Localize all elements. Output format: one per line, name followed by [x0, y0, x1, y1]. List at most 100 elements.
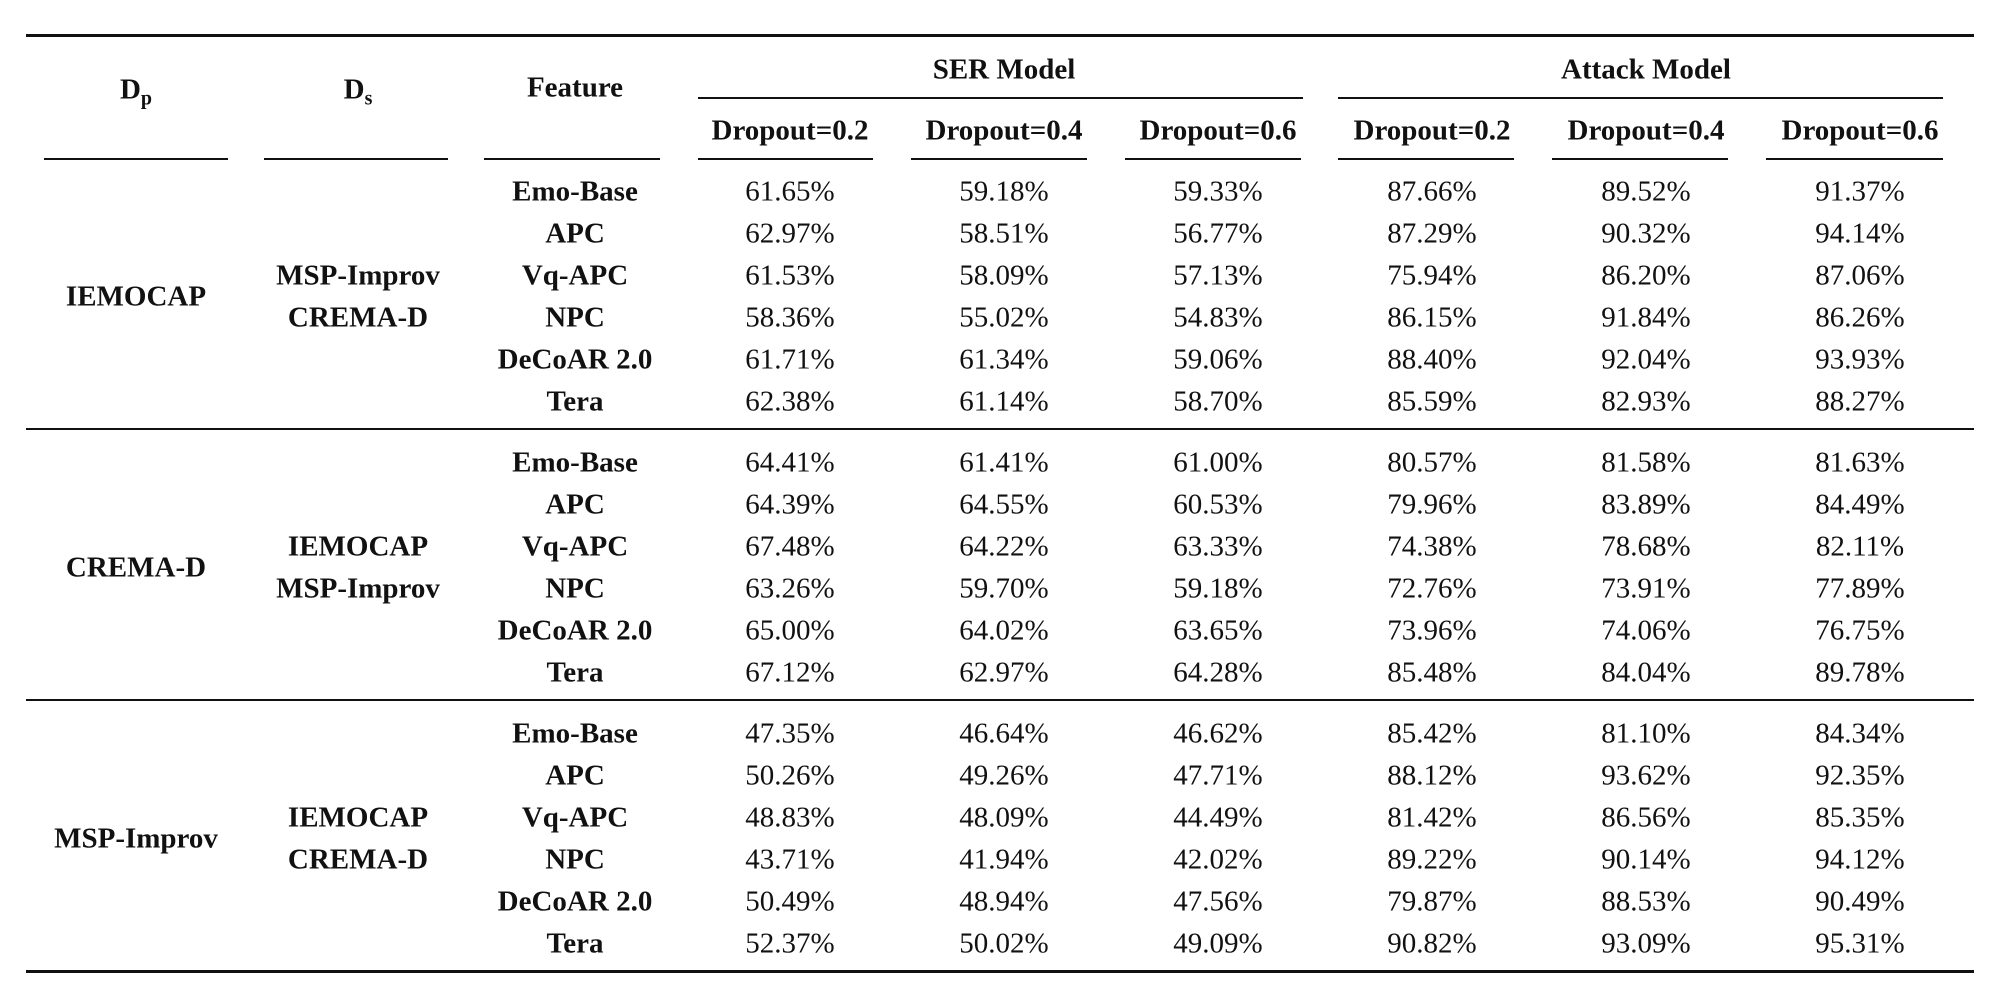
value-cell: 43.71% — [745, 843, 835, 876]
value-cell: 77.89% — [1815, 572, 1905, 605]
feature-cell: Vq-APC — [521, 530, 629, 563]
header-column-rule — [1766, 158, 1943, 160]
header-column-rule — [44, 158, 228, 160]
attack-model-rule — [1338, 97, 1943, 99]
value-cell: 64.39% — [745, 488, 835, 521]
value-cell: 80.57% — [1387, 446, 1477, 479]
feature-cell: DeCoAR 2.0 — [497, 614, 653, 647]
header-column-rule — [698, 158, 873, 160]
value-cell: 89.78% — [1815, 656, 1905, 689]
value-cell: 88.40% — [1387, 343, 1477, 376]
value-cell: 81.58% — [1601, 446, 1691, 479]
column-header-dropout: Dropout=0.2 — [711, 114, 869, 147]
value-cell: 61.53% — [745, 259, 835, 292]
value-cell: 82.93% — [1601, 385, 1691, 418]
row-group-ds: IEMOCAP — [287, 801, 429, 834]
spanner-ser-model: SER Model — [932, 53, 1076, 86]
value-cell: 58.70% — [1173, 385, 1263, 418]
row-group-dp: CREMA-D — [65, 551, 207, 584]
feature-cell: Emo-Base — [512, 175, 638, 208]
row-group-ds: MSP-Improv — [276, 259, 440, 292]
value-cell: 61.65% — [745, 175, 835, 208]
value-cell: 90.32% — [1601, 217, 1691, 250]
group-rule-1 — [26, 428, 1974, 430]
header-column-rule — [1125, 158, 1301, 160]
value-cell: 64.41% — [745, 446, 835, 479]
value-cell: 61.34% — [959, 343, 1049, 376]
feature-cell: Emo-Base — [512, 717, 638, 750]
value-cell: 46.64% — [959, 717, 1049, 750]
value-cell: 50.02% — [959, 927, 1049, 960]
value-cell: 49.09% — [1173, 927, 1263, 960]
value-cell: 48.94% — [959, 885, 1049, 918]
feature-cell: NPC — [545, 843, 605, 876]
value-cell: 62.97% — [745, 217, 835, 250]
value-cell: 55.02% — [959, 301, 1049, 334]
value-cell: 61.00% — [1173, 446, 1263, 479]
value-cell: 64.28% — [1173, 656, 1263, 689]
value-cell: 47.56% — [1173, 885, 1263, 918]
feature-cell: DeCoAR 2.0 — [497, 885, 653, 918]
value-cell: 67.48% — [745, 530, 835, 563]
value-cell: 64.22% — [959, 530, 1049, 563]
value-cell: 83.89% — [1601, 488, 1691, 521]
value-cell: 88.53% — [1601, 885, 1691, 918]
value-cell: 84.34% — [1815, 717, 1905, 750]
value-cell: 47.35% — [745, 717, 835, 750]
row-group-ds: CREMA-D — [287, 301, 429, 334]
value-cell: 93.62% — [1601, 759, 1691, 792]
column-header-dropout: Dropout=0.4 — [925, 114, 1083, 147]
value-cell: 57.13% — [1173, 259, 1263, 292]
value-cell: 49.26% — [959, 759, 1049, 792]
feature-cell: Tera — [546, 927, 604, 960]
top-rule — [26, 34, 1974, 37]
value-cell: 86.20% — [1601, 259, 1691, 292]
value-cell: 90.82% — [1387, 927, 1477, 960]
value-cell: 81.42% — [1387, 801, 1477, 834]
header-column-rule — [484, 158, 660, 160]
feature-cell: NPC — [545, 572, 605, 605]
value-cell: 59.06% — [1173, 343, 1263, 376]
value-cell: 85.42% — [1387, 717, 1477, 750]
value-cell: 41.94% — [959, 843, 1049, 876]
value-cell: 93.09% — [1601, 927, 1691, 960]
value-cell: 61.41% — [959, 446, 1049, 479]
value-cell: 94.12% — [1815, 843, 1905, 876]
value-cell: 85.35% — [1815, 801, 1905, 834]
value-cell: 52.37% — [745, 927, 835, 960]
column-header-dropout: Dropout=0.6 — [1139, 114, 1297, 147]
value-cell: 58.09% — [959, 259, 1049, 292]
value-cell: 86.26% — [1815, 301, 1905, 334]
value-cell: 42.02% — [1173, 843, 1263, 876]
value-cell: 72.76% — [1387, 572, 1477, 605]
value-cell: 74.38% — [1387, 530, 1477, 563]
value-cell: 87.06% — [1815, 259, 1905, 292]
value-cell: 89.52% — [1601, 175, 1691, 208]
value-cell: 95.31% — [1815, 927, 1905, 960]
value-cell: 48.09% — [959, 801, 1049, 834]
value-cell: 60.53% — [1173, 488, 1263, 521]
ser-model-rule — [698, 97, 1303, 99]
value-cell: 59.18% — [1173, 572, 1263, 605]
value-cell: 59.70% — [959, 572, 1049, 605]
value-cell: 50.49% — [745, 885, 835, 918]
row-group-dp: MSP-Improv — [54, 822, 218, 855]
header-column-rule — [264, 158, 448, 160]
value-cell: 58.36% — [745, 301, 835, 334]
column-header-dp: Dp — [119, 73, 153, 110]
feature-cell: NPC — [545, 301, 605, 334]
row-group-ds: CREMA-D — [287, 843, 429, 876]
feature-cell: Emo-Base — [512, 446, 638, 479]
column-header-dropout: Dropout=0.4 — [1567, 114, 1725, 147]
value-cell: 93.93% — [1815, 343, 1905, 376]
feature-cell: APC — [545, 759, 605, 792]
value-cell: 63.33% — [1173, 530, 1263, 563]
feature-cell: Vq-APC — [521, 259, 629, 292]
header-column-rule — [1552, 158, 1728, 160]
column-header-feature: Feature — [526, 71, 624, 104]
value-cell: 94.14% — [1815, 217, 1905, 250]
row-group-dp: IEMOCAP — [65, 280, 207, 313]
value-cell: 81.10% — [1601, 717, 1691, 750]
value-cell: 56.77% — [1173, 217, 1263, 250]
value-cell: 63.65% — [1173, 614, 1263, 647]
